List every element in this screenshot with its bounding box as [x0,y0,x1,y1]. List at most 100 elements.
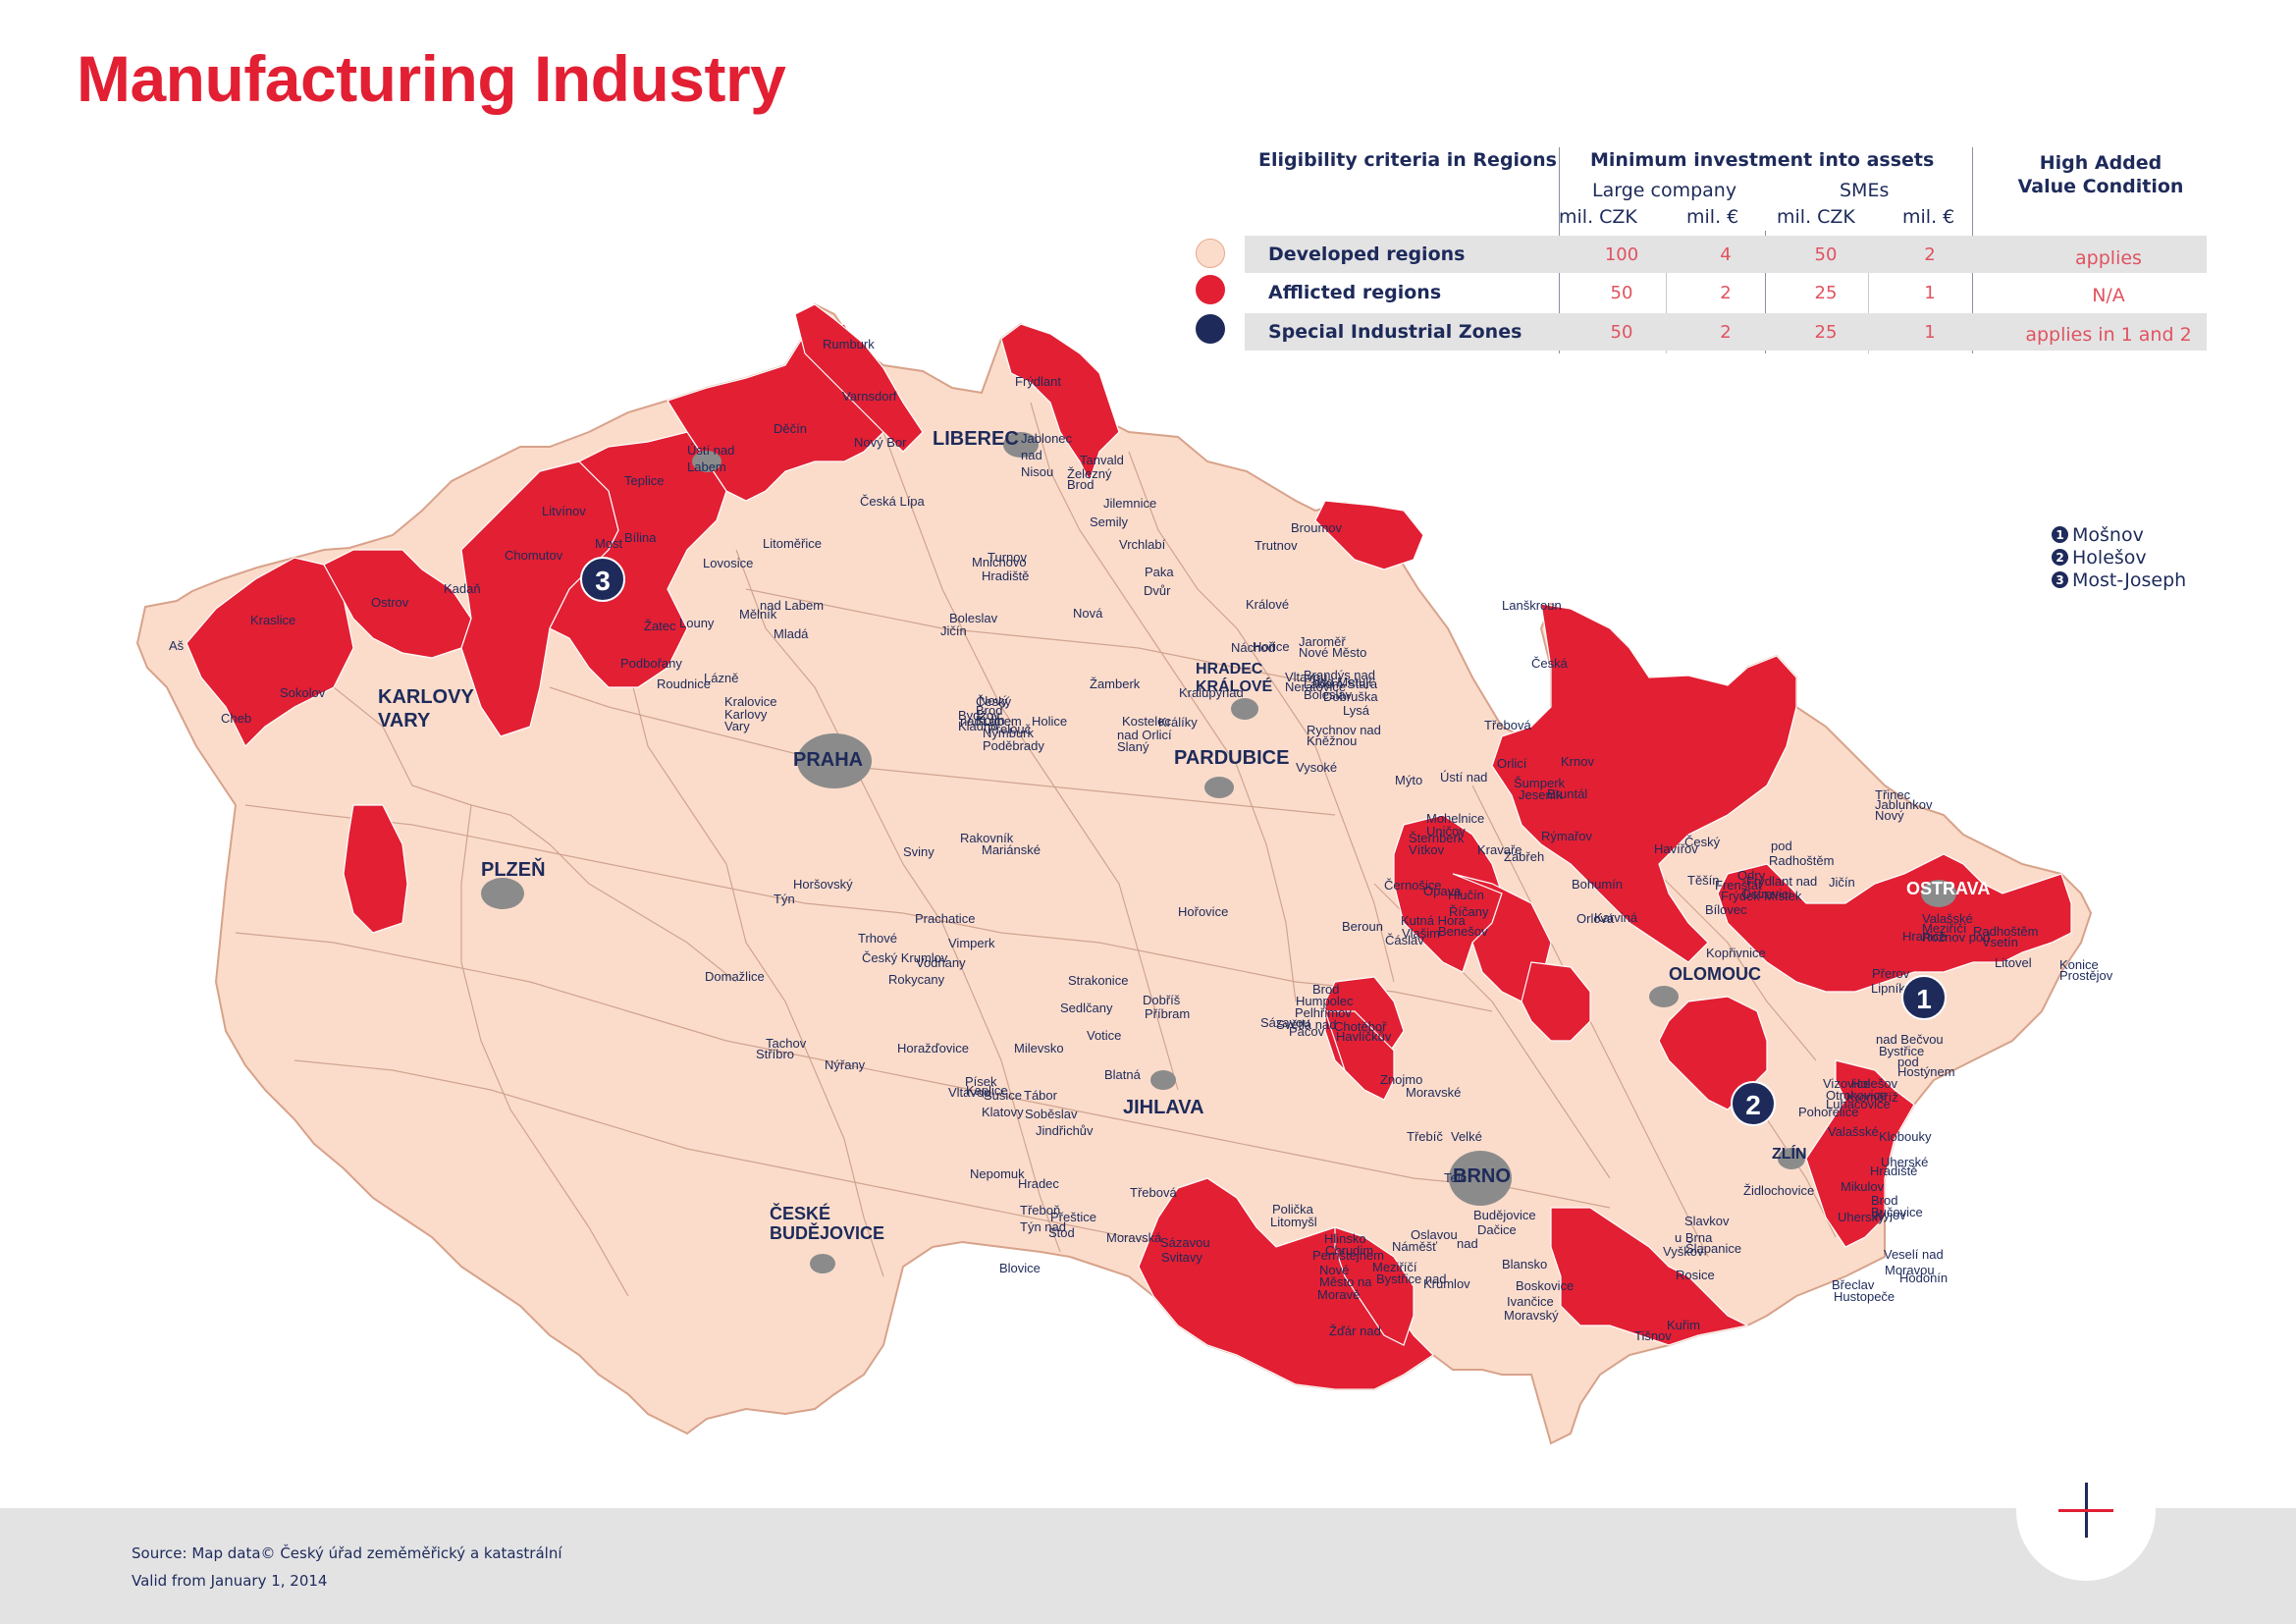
district-label: pod [1897,1055,1919,1069]
district-label: Bruntál [1547,786,1587,801]
district-label: Havlíčkův [1336,1029,1392,1044]
city-label: BUDĚJOVICE [770,1222,884,1243]
district-label: Žamberk [1090,677,1141,691]
district-label: Bohumín [1572,877,1623,892]
district-label: Litomyšl [1270,1215,1317,1229]
district-label: Vlašim [1402,926,1440,941]
city-label: KARLOVY [378,686,474,708]
district-label: Frýdlant nad [1746,874,1817,889]
district-label: Sokolov [280,685,326,700]
district-label: Čáslav [1385,933,1424,947]
district-label: Zábřeh [1504,849,1544,864]
district-label: Chrudim [1325,1243,1373,1258]
district-label: Hodonín [1899,1271,1948,1285]
district-label: Sušice [984,1088,1022,1103]
district-label: Kuřim [1667,1318,1700,1332]
city-label: OLOMOUC [1669,964,1761,984]
sme-eur-value: 1 [1924,322,1936,343]
district-label: Moravě [1317,1287,1360,1302]
district-label: Strakonice [1068,973,1128,988]
district-label: Meziříčí [1922,921,1967,936]
row-label: Afflicted regions [1268,282,1442,303]
district-label: Tanvald [1080,453,1124,467]
district-label: Most [595,536,623,551]
district-label: Hostýnem [1897,1064,1955,1079]
district-label: Horažďovice [897,1041,969,1056]
district-label: Pernštejnem [1312,1248,1384,1263]
unit-eur-large: mil. € [1686,206,1739,228]
district-label: Kyjov [1875,1208,1906,1222]
district-label: Ostrov [371,595,409,610]
district-label: Vizovice [1823,1076,1870,1091]
special-zone-legend-dot [1196,314,1225,344]
district-label: Bydžov [958,708,1000,723]
city-label: KRÁLOVÉ [1196,677,1273,695]
developed-legend-dot [1196,239,1225,268]
district-label: Rychnov nad [1307,723,1381,737]
district-label: Hořovice [1178,904,1228,919]
district-label: Kostelec [1122,714,1171,729]
district-label: Znojmo [1380,1072,1422,1087]
district-label: Hlučín [1448,888,1484,902]
value-condition-header: Value Condition [2017,176,2184,197]
district-label: Milevsko [1014,1041,1064,1056]
smes-header: SMEs [1840,180,1890,201]
district-label: Klobouky [1879,1129,1932,1144]
source-text: Source: Map data© Český úřad zeměměřický… [132,1544,562,1562]
district-label: Mohelnice [1426,811,1484,826]
city-label: VARY [378,710,431,731]
district-label: Soběslav [1025,1107,1078,1121]
district-label: Poděbrady [983,738,1044,753]
district-label: Aš [169,638,185,653]
district-label: Vltavou [1285,670,1327,684]
district-label: Labem [687,460,726,474]
district-label: Radhoštěm [1973,924,2038,939]
district-label: nad Labem [760,598,824,613]
district-label: Lanškroun [1502,598,1562,613]
district-label: Jindřichův [1036,1123,1094,1138]
zone-legend: 1 Mošnov 2 Holešov 3 Most-Joseph [2052,523,2186,591]
sme-czk-value: 50 [1814,244,1838,265]
city-blobs [481,432,1956,1273]
district-label: Králíky [1158,715,1198,730]
district-label: Český [1684,835,1721,849]
district-label: Prostějov [2059,968,2113,983]
district-label: Sviny [903,844,934,859]
district-label: Náchod [1231,640,1275,655]
district-label: Přeštice [1050,1210,1096,1224]
district-label: Litovel [1995,955,2032,970]
district-label: Valašské [1828,1124,1879,1139]
condition-value: applies in 1 and 2 [2025,324,2192,346]
district-label: Vítkov [1409,842,1445,857]
svg-text:1: 1 [1916,984,1932,1014]
district-label: Karviná [1594,910,1638,925]
district-label: Rožnov pod [1922,930,1990,945]
district-label: Boleslav [1304,687,1353,702]
district-label: Trutnov [1255,538,1298,553]
unit-eur-sme: mil. € [1902,206,1955,228]
district-label: Klatovy [982,1105,1024,1119]
zone-legend-item: 2 Holešov [2052,546,2186,568]
district-label: Prachatice [915,911,975,926]
district-label: Mnichovo [972,555,1027,569]
district-label: Lysá [1343,703,1370,718]
district-label: Bystřice [1879,1044,1924,1058]
district-label: Rumburk [823,337,875,352]
district-label: Trhové [858,931,897,946]
district-label: Mikulov [1841,1179,1885,1194]
district-label: Bučovice [1871,1205,1923,1219]
district-label: Ivančice [1507,1294,1554,1309]
district-label: Přelouč [988,722,1032,736]
zone-number: 2 [2052,549,2068,566]
criteria-row-developed: Developed regions 100 4 50 2 applies [1245,236,2207,273]
afflicted-regions [186,303,2072,1390]
sme-eur-value: 2 [1924,244,1936,265]
large-czk-value: 50 [1610,322,1633,343]
eligibility-criteria-table: Eligibility criteria in Regions Minimum … [1188,142,2209,358]
district-label: Rýmařov [1541,829,1593,843]
district-label: Blovice [999,1261,1041,1275]
district-label: Kralovice [724,694,776,709]
district-label: Třinec [1875,787,1911,802]
district-label: Brod [976,703,1002,718]
district-label: Třeboň [1020,1203,1060,1218]
